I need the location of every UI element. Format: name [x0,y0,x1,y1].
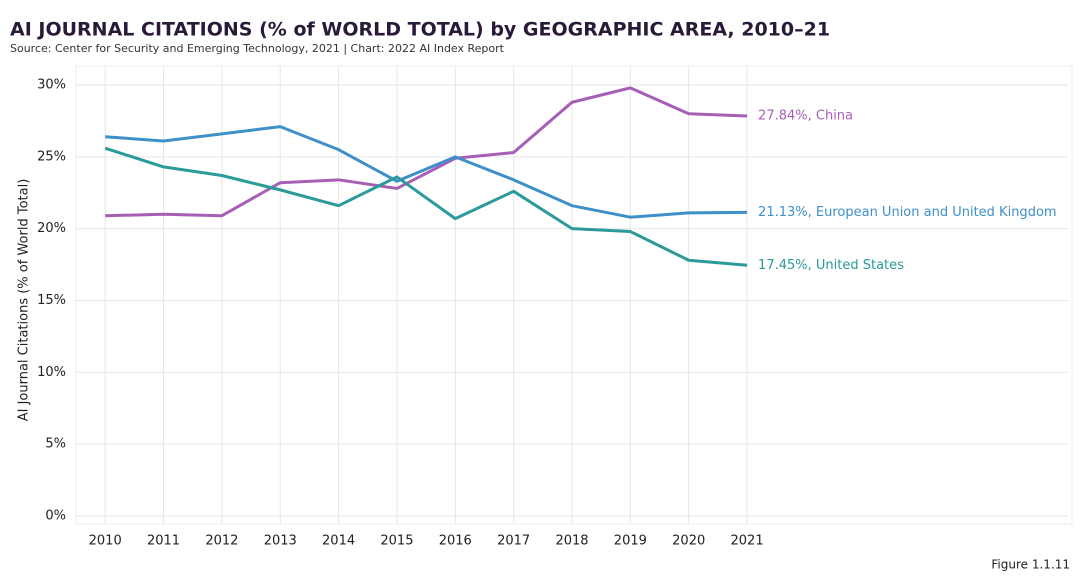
x-tick-label: 2014 [322,534,355,549]
x-tick-label: 2017 [497,534,530,549]
y-tick-label: 10% [37,365,66,380]
x-tick-label: 2020 [672,534,705,549]
y-tick-label: 5% [45,437,66,452]
end-label: 27.84%, China [758,109,853,124]
y-tick-label: 25% [37,149,66,164]
x-tick-label: 2010 [89,534,122,549]
plot-frame [75,65,1073,525]
y-tick-label: 30% [37,78,66,93]
chart-subtitle: Source: Center for Security and Emerging… [10,42,505,55]
end-label: 21.13%, European Union and United Kingdo… [758,205,1057,220]
chart-title: AI JOURNAL CITATIONS (% of WORLD TOTAL) … [10,19,830,41]
x-tick-label: 2013 [264,534,297,549]
x-tick-label: 2011 [147,534,180,549]
y-axis-label: AI Journal Citations (% of World Total) [17,179,32,422]
series-line [105,86,748,218]
series-line [104,146,748,267]
series-line [105,125,748,219]
x-tick-label: 2012 [205,534,238,549]
x-tick-label: 2021 [731,534,764,549]
y-tick-label: 0% [45,509,66,524]
y-tick-label: 20% [37,221,66,236]
x-tick-label: 2016 [439,534,472,549]
x-tick-label: 2018 [555,534,588,549]
x-tick-label: 2015 [380,534,413,549]
figure-label: Figure 1.1.11 [991,558,1070,572]
x-tick-label: 2019 [614,534,647,549]
end-label: 17.45%, United States [758,258,904,273]
y-tick-label: 15% [37,293,66,308]
